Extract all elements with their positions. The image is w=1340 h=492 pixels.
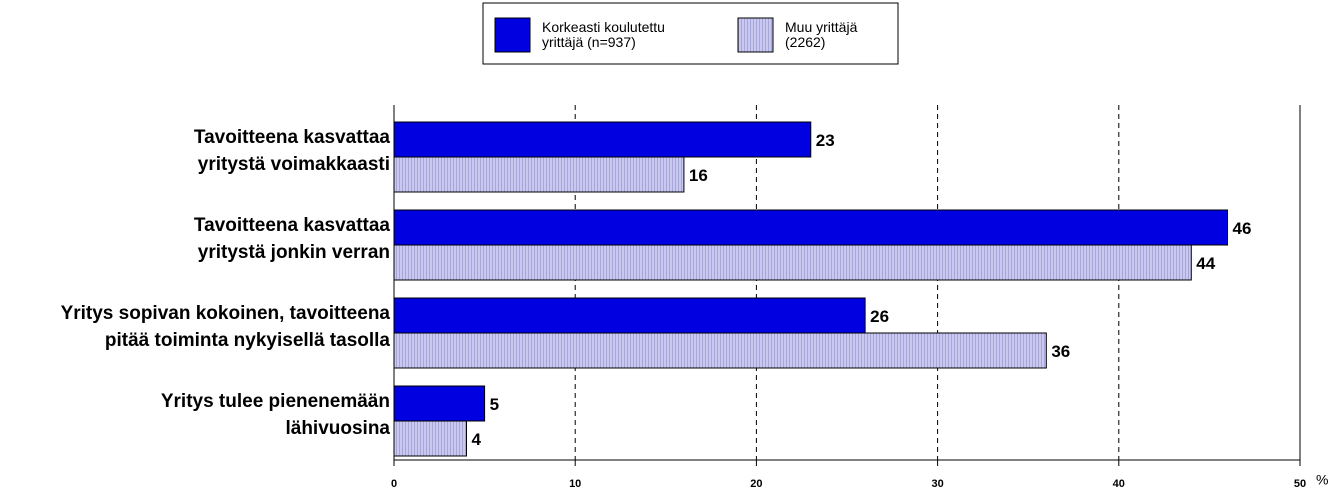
bar [393,244,1192,281]
x-tick-label: 30 [931,478,943,490]
bar [393,420,467,457]
bar [393,297,866,334]
x-tick-label: 10 [569,478,581,490]
category-label: Tavoitteena kasvattaa yritystä jonkin ve… [193,215,390,263]
category-label: Tavoitteena kasvattaa yritystä voimakkaa… [193,127,390,175]
x-tick-label: 0 [391,478,397,490]
bar [393,332,1047,369]
value-label: 16 [689,166,708,185]
value-label: 26 [870,307,889,326]
legend-box [482,2,899,65]
value-label: 4 [471,430,481,449]
x-axis-label: % [1316,472,1328,488]
bar [393,385,486,422]
bar [393,209,1229,246]
value-label: 36 [1051,342,1070,361]
value-label: 46 [1233,219,1252,238]
legend-label: Korkeasti koulutettu yrittäjä (n=937) [542,19,665,50]
x-tick-label: 40 [1113,478,1125,490]
bar [393,121,812,158]
x-tick-label: 50 [1294,478,1306,490]
legend-swatch [494,17,531,53]
bar [393,156,685,193]
category-label: Yritys sopivan kokoinen, tavoitteena pit… [60,303,390,351]
value-label: 23 [816,131,835,150]
legend-swatch [737,17,774,53]
legend-label: Muu yrittäjä (2262) [785,19,858,50]
category-label: Yritys tulee pienenemään lähivuosina [160,391,390,439]
value-label: 5 [490,395,499,414]
value-label: 44 [1196,254,1215,273]
x-tick-label: 20 [750,478,762,490]
